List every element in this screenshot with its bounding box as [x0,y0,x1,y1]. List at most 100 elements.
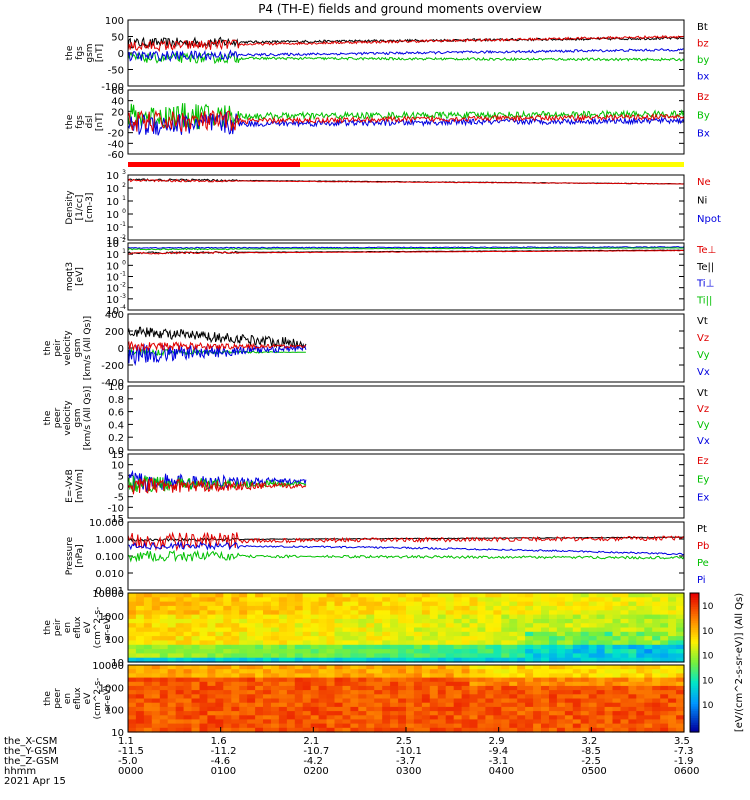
spectrogram-cell [128,702,137,708]
spectrogram-cell [676,694,685,700]
spectrogram-cell [247,690,256,695]
spectrogram-cell [501,719,510,725]
spectrogram-cell [310,597,320,603]
spectrogram-cell [342,719,351,725]
spectrogram-cell [445,665,455,670]
spectrogram-cell [255,636,264,641]
spectrogram-cell [278,673,288,679]
spectrogram-cell [525,649,534,654]
spectrogram-cell [199,631,208,637]
spectrogram-cell [556,681,566,687]
spectrogram-cell [175,627,185,633]
spectrogram-cell [604,644,614,650]
panel-3-tick-exp: 1 [122,248,126,255]
spectrogram-cell [477,694,486,700]
spectrogram-cell [342,723,351,729]
spectrogram-cell [191,644,200,650]
spectrogram-cell [485,614,494,620]
spectrogram-cell [485,631,494,637]
spectrogram-cell [247,715,256,721]
spectrogram-cell [541,665,550,670]
spectrogram-cell [564,727,574,733]
spectrogram-cell [406,706,415,712]
spectrogram-cell [207,723,216,729]
spectrogram-cell [541,605,550,611]
spectrogram-cell [572,690,582,695]
spectrogram-cell [231,723,240,729]
spectrogram-cell [199,694,208,700]
spectrogram-cell [604,715,614,721]
spectrogram-cell [263,610,272,616]
mode-bar-yellow [300,162,684,167]
spectrogram-cell [556,694,566,700]
spectrogram-cell [247,636,256,641]
panel-3-legend-Ti⊥: Ti⊥ [696,279,714,290]
colorbar-cell [690,678,699,682]
spectrogram-cell [461,614,471,620]
spectrogram-cell [255,627,264,633]
spectrogram-cell [660,640,669,646]
spectrogram-cell [628,669,637,674]
spectrogram-cell [263,669,272,674]
spectrogram-cell [580,640,590,646]
colorbar-tick-label: 10 [702,602,714,612]
spectrogram-cell [366,640,375,646]
spectrogram-cell [461,698,471,704]
spectrogram-cell [231,665,240,670]
spectrogram-cell [612,702,621,708]
spectrogram-cell [358,685,367,691]
spectrogram-cell [231,673,240,679]
spectrogram-cell [588,685,598,691]
spectrogram-cell [588,690,598,695]
spectrogram-cell [406,593,415,598]
spectrogram-cell [247,610,256,616]
spectrogram-cell [390,657,399,663]
spectrogram-cell [263,719,272,725]
spectrogram-cell [128,644,137,650]
spectrogram-cell [183,627,193,633]
spectrogram-cell [231,715,240,721]
spectrogram-cell [636,685,645,691]
spectrogram-cell [223,702,232,708]
spectrogram-cell [271,657,280,663]
spectrogram-cell [302,605,312,611]
spectrogram-cell [525,694,534,700]
spectrogram-cell [128,723,137,729]
spectrogram-cell [564,685,574,691]
spectrogram-cell [135,644,145,650]
spectrogram-cell [596,694,606,700]
panel-9-tick-label: 1000 [99,683,124,694]
spectrogram-cell [469,601,478,607]
colorbar-cell [690,627,699,631]
spectrogram-cell [151,593,161,598]
spectrogram-cell [406,640,415,646]
spectrogram-cell [159,715,169,721]
spectrogram-cell [469,690,478,695]
spectrogram-cell [207,657,216,663]
spectrogram-cell [445,618,455,624]
panel-1-ylabel: the [65,114,75,129]
spectrogram-cell [644,711,653,716]
spectrogram-cell [644,669,653,674]
spectrogram-cell [278,706,288,712]
spectrogram-cell [342,640,351,646]
spectrogram-cell [278,631,288,637]
spectrogram-cell [493,715,502,721]
spectrogram-cell [382,640,391,646]
spectrogram-cell [406,673,415,679]
spectrogram-cell [612,669,621,674]
spectrogram-cell [374,711,383,716]
spectrogram-cell [183,727,193,733]
spectrogram-cell [469,719,478,725]
spectrogram-cell [525,723,534,729]
spectrogram-cell [151,669,161,674]
spectrogram-cell [469,597,478,603]
spectrogram-cell [247,723,256,729]
spectrogram-cell [421,610,431,616]
spectrogram-cell [271,681,280,687]
spectrogram-cell [612,681,621,687]
spectrogram-cell [437,706,447,712]
spectrogram-cell [286,597,296,603]
colorbar-frame [689,592,700,733]
spectrogram-cell [310,605,320,611]
